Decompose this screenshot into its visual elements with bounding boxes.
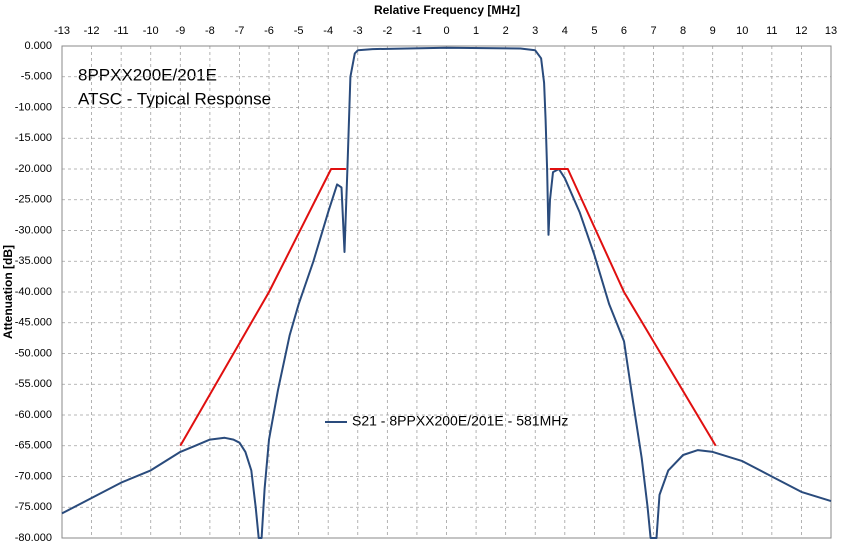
x-tick-label: 8 bbox=[680, 25, 686, 37]
y-tick-label: -60.000 bbox=[15, 409, 52, 421]
x-tick-label: 10 bbox=[736, 25, 748, 37]
x-tick-label: 11 bbox=[766, 25, 777, 37]
x-tick-label: -4 bbox=[323, 25, 333, 37]
legend-label: S21 - 8PPXX200E/201E - 581MHz bbox=[352, 413, 568, 429]
y-tick-label: -35.000 bbox=[15, 255, 52, 267]
data-line bbox=[179, 168, 717, 447]
data-line bbox=[61, 46, 832, 539]
x-tick-label: -8 bbox=[205, 25, 215, 37]
x-tick-label: -3 bbox=[353, 25, 363, 37]
y-tick-label: -75.000 bbox=[15, 501, 52, 513]
x-tick-label: 5 bbox=[591, 25, 597, 37]
x-tick-label: 9 bbox=[710, 25, 716, 37]
y-tick-label: -40.000 bbox=[15, 286, 52, 298]
y-tick-label: -30.000 bbox=[15, 224, 52, 236]
x-tick-label: 2 bbox=[503, 25, 509, 37]
y-tick-label: -15.000 bbox=[15, 132, 52, 144]
x-tick-label: 4 bbox=[562, 25, 568, 37]
x-tick-label: -2 bbox=[382, 25, 392, 37]
x-tick-label: -5 bbox=[294, 25, 304, 37]
x-tick-label: 0 bbox=[443, 25, 449, 37]
y-tick-label: -65.000 bbox=[15, 440, 52, 452]
annotation: 8PPXX200E/201E bbox=[78, 65, 217, 84]
x-tick-label: -10 bbox=[143, 25, 159, 37]
y-tick-label: 0.000 bbox=[24, 40, 52, 52]
x-tick-label: 12 bbox=[795, 25, 807, 37]
x-tick-label: -12 bbox=[84, 25, 100, 37]
x-tick-label: -13 bbox=[54, 25, 70, 37]
annotation: ATSC - Typical Response bbox=[78, 89, 271, 108]
x-tick-label: -6 bbox=[264, 25, 274, 37]
x-tick-label: 13 bbox=[825, 25, 837, 37]
x-tick-label: 3 bbox=[532, 25, 538, 37]
y-tick-label: -80.000 bbox=[15, 532, 52, 544]
x-tick-label: -1 bbox=[412, 25, 422, 37]
x-tick-label: -9 bbox=[175, 25, 185, 37]
x-tick-label: 1 bbox=[473, 25, 479, 37]
x-tick-label: 6 bbox=[621, 25, 627, 37]
y-tick-label: -20.000 bbox=[15, 163, 52, 175]
y-tick-label: -55.000 bbox=[15, 378, 52, 390]
y-tick-label: -50.000 bbox=[15, 347, 52, 359]
plot-frame bbox=[61, 45, 832, 539]
y-tick-label: -45.000 bbox=[15, 317, 52, 329]
y-tick-label: -70.000 bbox=[15, 470, 52, 482]
y-tick-label: -5.000 bbox=[21, 71, 52, 83]
x-tick-label: 7 bbox=[650, 25, 656, 37]
x-tick-label: -11 bbox=[114, 25, 129, 37]
x-axis-title: Relative Frequency [MHz] bbox=[374, 3, 520, 17]
y-axis-title: Attenuation [dB] bbox=[1, 245, 15, 339]
x-tick-label: -7 bbox=[235, 25, 245, 37]
y-tick-label: -10.000 bbox=[15, 101, 52, 113]
y-tick-label: -25.000 bbox=[15, 194, 52, 206]
